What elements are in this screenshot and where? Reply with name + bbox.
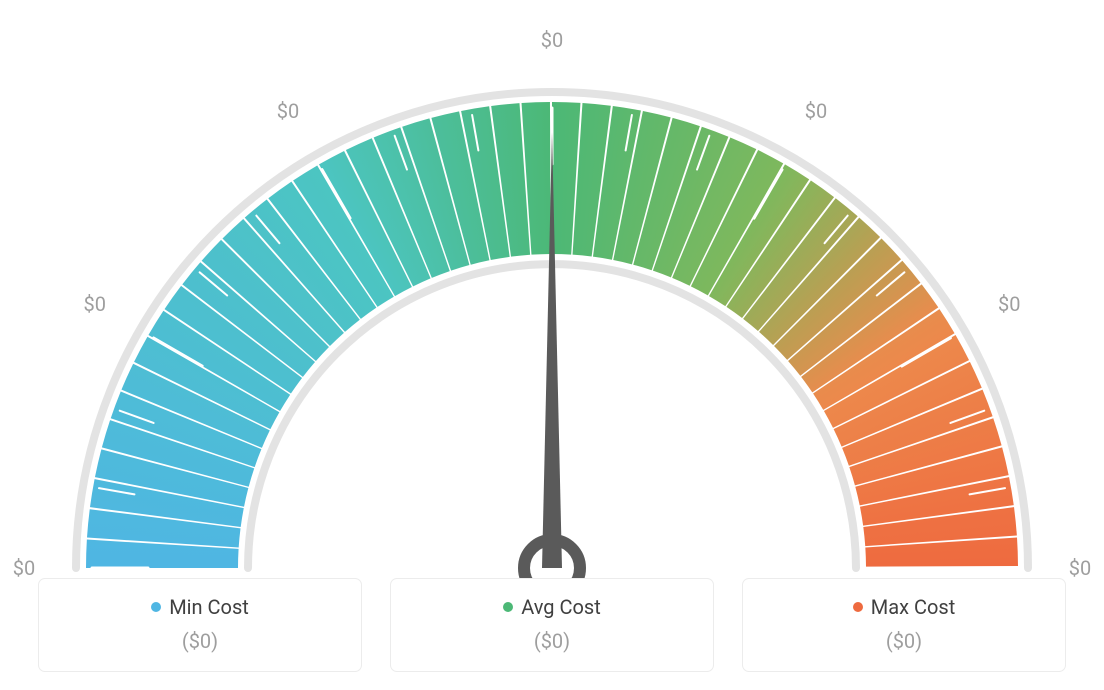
gauge-tick-label: $0 <box>1069 556 1091 580</box>
gauge-tick-label: $0 <box>83 292 105 316</box>
legend-value-max: ($0) <box>753 629 1055 653</box>
gauge-tick-label: $0 <box>541 28 563 52</box>
legend-label-min: Min Cost <box>169 595 249 619</box>
legend-dot-avg <box>503 602 513 612</box>
legend-row: Min Cost ($0) Avg Cost ($0) Max Cost ($0… <box>0 578 1104 672</box>
legend-value-min: ($0) <box>49 629 351 653</box>
legend-card-avg: Avg Cost ($0) <box>390 578 714 672</box>
legend-dot-max <box>853 602 863 612</box>
cost-gauge <box>0 10 1104 610</box>
legend-card-max: Max Cost ($0) <box>742 578 1066 672</box>
legend-label-max: Max Cost <box>871 595 956 619</box>
gauge-tick-label: $0 <box>805 99 827 123</box>
legend-dot-min <box>151 602 161 612</box>
gauge-tick-label: $0 <box>998 292 1020 316</box>
gauge-tick-label: $0 <box>277 99 299 123</box>
gauge-svg <box>0 10 1104 606</box>
legend-card-min: Min Cost ($0) <box>38 578 362 672</box>
legend-label-avg: Avg Cost <box>521 595 601 619</box>
gauge-tick-label: $0 <box>13 556 35 580</box>
legend-value-avg: ($0) <box>401 629 703 653</box>
